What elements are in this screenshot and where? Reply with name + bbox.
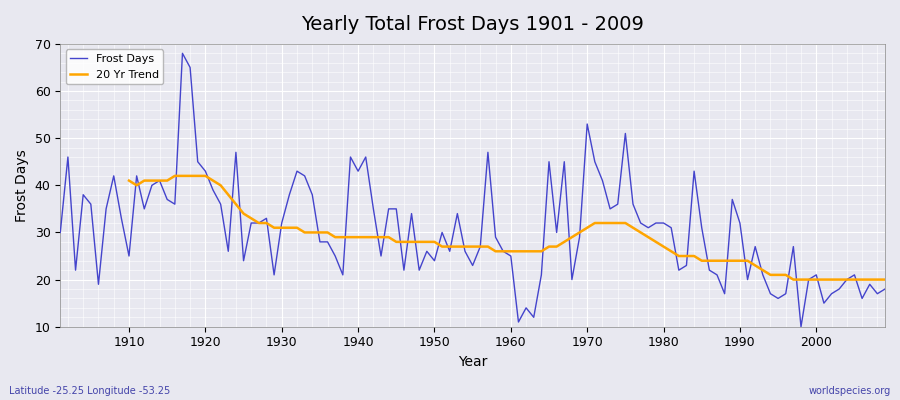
Frost Days xyxy=(292,169,302,174)
Frost Days xyxy=(55,230,66,235)
Title: Yearly Total Frost Days 1901 - 2009: Yearly Total Frost Days 1901 - 2009 xyxy=(302,15,644,34)
Frost Days xyxy=(513,320,524,324)
20 Yr Trend xyxy=(833,277,844,282)
20 Yr Trend xyxy=(581,225,592,230)
Legend: Frost Days, 20 Yr Trend: Frost Days, 20 Yr Trend xyxy=(66,50,164,84)
20 Yr Trend xyxy=(521,249,532,254)
20 Yr Trend xyxy=(307,230,318,235)
Frost Days xyxy=(116,216,127,221)
20 Yr Trend xyxy=(879,277,890,282)
20 Yr Trend xyxy=(857,277,868,282)
Frost Days xyxy=(338,272,348,277)
Frost Days xyxy=(605,206,616,211)
X-axis label: Year: Year xyxy=(458,355,487,369)
20 Yr Trend xyxy=(123,178,134,183)
Text: Latitude -25.25 Longitude -53.25: Latitude -25.25 Longitude -53.25 xyxy=(9,386,170,396)
Frost Days xyxy=(506,254,517,258)
Line: Frost Days: Frost Days xyxy=(60,53,885,327)
Line: 20 Yr Trend: 20 Yr Trend xyxy=(129,176,885,280)
Frost Days xyxy=(879,287,890,292)
20 Yr Trend xyxy=(169,174,180,178)
Text: worldspecies.org: worldspecies.org xyxy=(809,386,891,396)
Frost Days xyxy=(796,324,806,329)
20 Yr Trend xyxy=(276,225,287,230)
Y-axis label: Frost Days: Frost Days xyxy=(15,149,29,222)
Frost Days xyxy=(177,51,188,56)
20 Yr Trend xyxy=(788,277,799,282)
